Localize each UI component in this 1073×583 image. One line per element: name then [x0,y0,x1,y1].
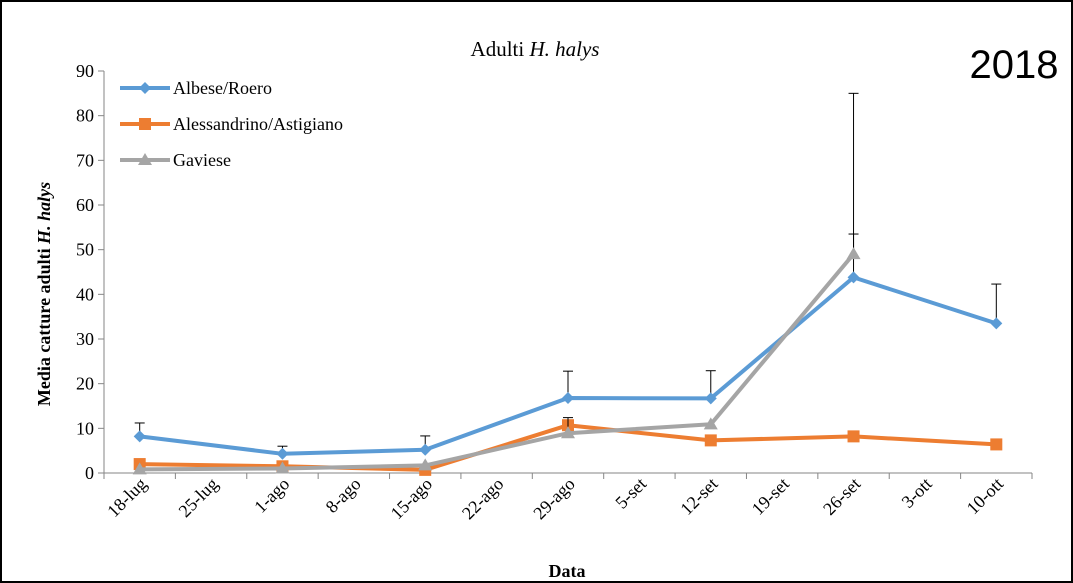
x-tick-label: 12-set [676,474,721,519]
data-point [132,462,147,475]
legend-label: Albese/Roero [173,78,272,98]
data-point [561,426,575,439]
series-line [139,252,856,472]
chart-title: Adulti H. halys [471,37,600,61]
x-tick-label: 3-ott [898,474,936,512]
data-point [847,271,860,284]
data-point [275,461,290,474]
x-tick-label: 29-ago [529,474,578,523]
series-gaviese [132,92,861,475]
series-albese-roero [133,233,1003,460]
legend-item-albese-roero: Albese/Roero [120,78,272,98]
x-tick-label: 25-lug [175,474,222,521]
x-axis-label: Data [549,561,586,581]
y-tick-label: 70 [76,150,94,170]
plot-area [132,92,1003,476]
y-tick-label: 10 [76,418,94,438]
data-point [703,417,718,430]
data-point [562,391,574,404]
data-point [133,430,146,443]
data-point [138,153,152,165]
x-tick-label: 26-set [819,474,864,519]
x-tick-label: 22-ago [458,474,507,523]
data-point [847,430,860,443]
data-point [704,434,717,447]
x-tick-label: 8-ago [322,474,365,517]
legend-item-alessandrino-astigiano: Alessandrino/Astigiano [120,114,343,134]
y-tick-label: 30 [76,329,94,349]
legend-label: Alessandrino/Astigiano [173,114,343,134]
data-point [990,438,1003,451]
x-tick-label: 10-ott [963,474,1008,519]
y-tick-label: 90 [76,61,94,81]
y-tick-label: 0 [85,463,94,483]
y-tick-label: 60 [76,195,94,215]
x-tick-label: 18-lug [103,474,150,521]
data-point [418,458,433,471]
y-axis-label: Media catture adulti H. halys [34,182,54,406]
data-point [139,82,151,94]
data-point [276,447,289,460]
legend: Albese/Roero Alessandrino/Astigiano Gavies… [120,78,343,170]
data-point [139,118,151,130]
data-point [704,392,717,405]
data-point [419,443,432,456]
x-tick-label: 19-set [748,474,793,519]
x-tick-label: 5-set [611,474,650,513]
x-tick-label: 1-ago [250,474,293,517]
data-point [990,317,1003,330]
y-tick-label: 80 [76,106,94,126]
year-label: 2018 [970,43,1059,87]
y-tick-label: 50 [76,240,94,260]
x-tick-label: 15-ago [387,474,436,523]
y-tick-label: 20 [76,374,94,394]
legend-item-gaviese: Gaviese [120,150,231,170]
y-tick-label: 40 [76,284,94,304]
legend-label: Gaviese [173,150,231,170]
data-point [846,247,861,260]
